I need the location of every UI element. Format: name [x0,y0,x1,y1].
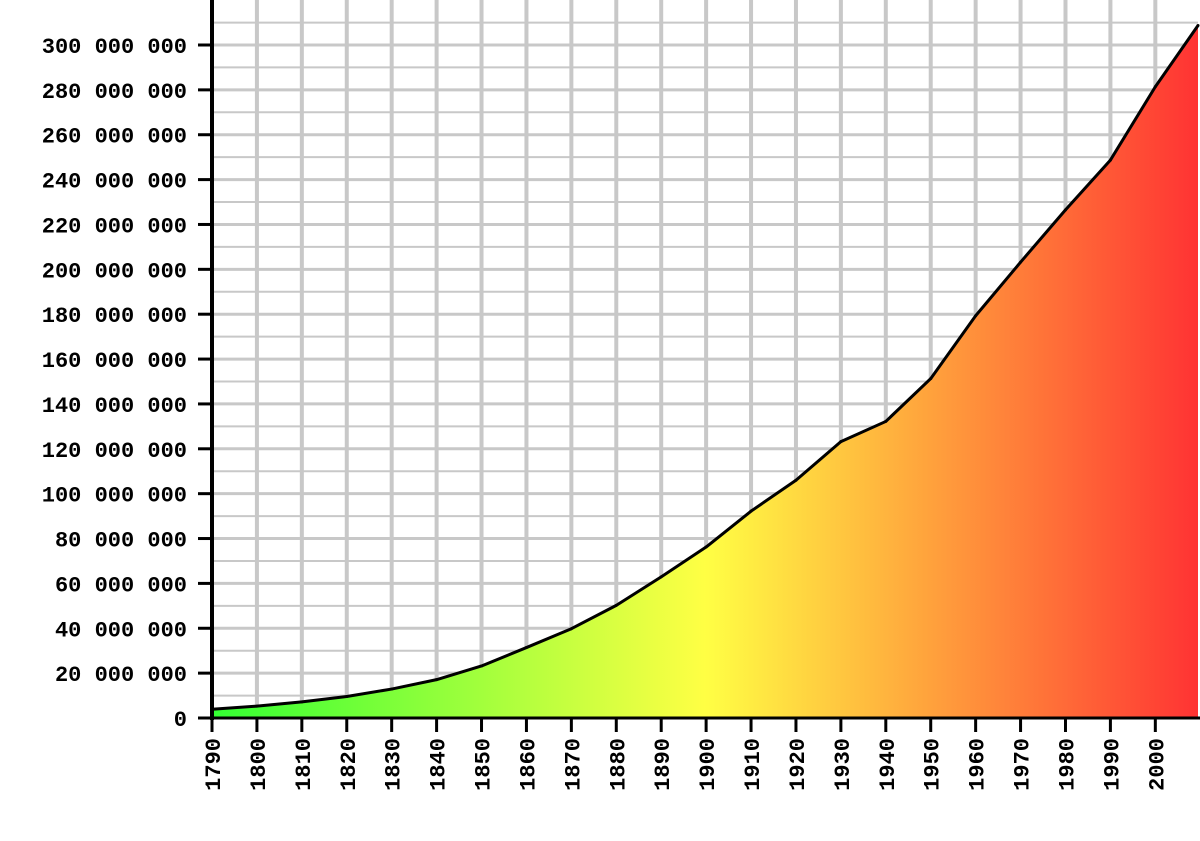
data-point [435,678,439,682]
y-tick-label: 80 000 000 [55,529,187,554]
y-tick-label: 220 000 000 [42,214,187,239]
x-tick-label: 1800 [247,738,272,791]
data-point [1108,158,1112,162]
data-point [884,419,888,423]
data-point [1153,85,1157,89]
y-tick-label: 0 [174,708,187,733]
x-axis-labels: 1790 1800 1810 1820 1830 1840 1850 1860 1870 1880… [202,738,1170,791]
y-axis-labels: 0 20 000 000 40 000 000 60 000 000 80 000 00… [42,35,187,733]
data-point [839,440,843,444]
data-point [569,627,573,631]
population-area [212,25,1198,719]
data-point [659,575,663,579]
x-tick-label: 1950 [921,738,946,791]
y-tick-label: 140 000 000 [42,394,187,419]
data-point [794,478,798,482]
y-tick-label: 280 000 000 [42,80,187,105]
y-tick-label: 260 000 000 [42,125,187,150]
x-tick-label: 1850 [472,738,497,791]
data-point [614,603,618,607]
y-tick-label: 100 000 000 [42,484,187,509]
x-tick-label: 1910 [741,738,766,791]
x-tick-label: 1920 [786,738,811,791]
x-tick-label: 1840 [427,738,452,791]
x-tick-label: 1980 [1055,738,1080,791]
data-point [929,377,933,381]
axes [198,0,1200,732]
x-tick-label: 1900 [696,738,721,791]
y-tick-label: 60 000 000 [55,573,187,598]
x-tick-label: 2000 [1145,738,1170,791]
x-tick-label: 1890 [651,738,676,791]
x-tick-label: 1810 [292,738,317,791]
x-tick-label: 1930 [831,738,856,791]
data-point [480,664,484,668]
x-tick-label: 1860 [516,738,541,791]
x-tick-label: 1960 [966,738,991,791]
data-point [974,314,978,318]
data-point [524,646,528,650]
y-tick-label: 40 000 000 [55,618,187,643]
y-tick-label: 200 000 000 [42,259,187,284]
data-point [704,545,708,549]
data-point [749,509,753,513]
y-tick-label: 160 000 000 [42,349,187,374]
data-point [255,704,259,708]
data-point [300,700,304,704]
data-point [1063,208,1067,212]
area-layer [210,23,1200,719]
y-tick-label: 180 000 000 [42,304,187,329]
x-tick-label: 1970 [1011,738,1036,791]
x-tick-label: 1870 [561,738,586,791]
data-point [1019,260,1023,264]
data-point [390,687,394,691]
y-tick-label: 300 000 000 [42,35,187,60]
data-point [345,694,349,698]
y-tick-label: 120 000 000 [42,439,187,464]
x-tick-label: 1990 [1100,738,1125,791]
x-tick-label: 1940 [876,738,901,791]
x-tick-label: 1880 [606,738,631,791]
data-point [1196,23,1200,27]
x-tick-label: 1820 [337,738,362,791]
x-tick-label: 1790 [202,738,227,791]
y-tick-label: 20 000 000 [55,663,187,688]
x-tick-label: 1830 [382,738,407,791]
y-tick-label: 240 000 000 [42,170,187,195]
